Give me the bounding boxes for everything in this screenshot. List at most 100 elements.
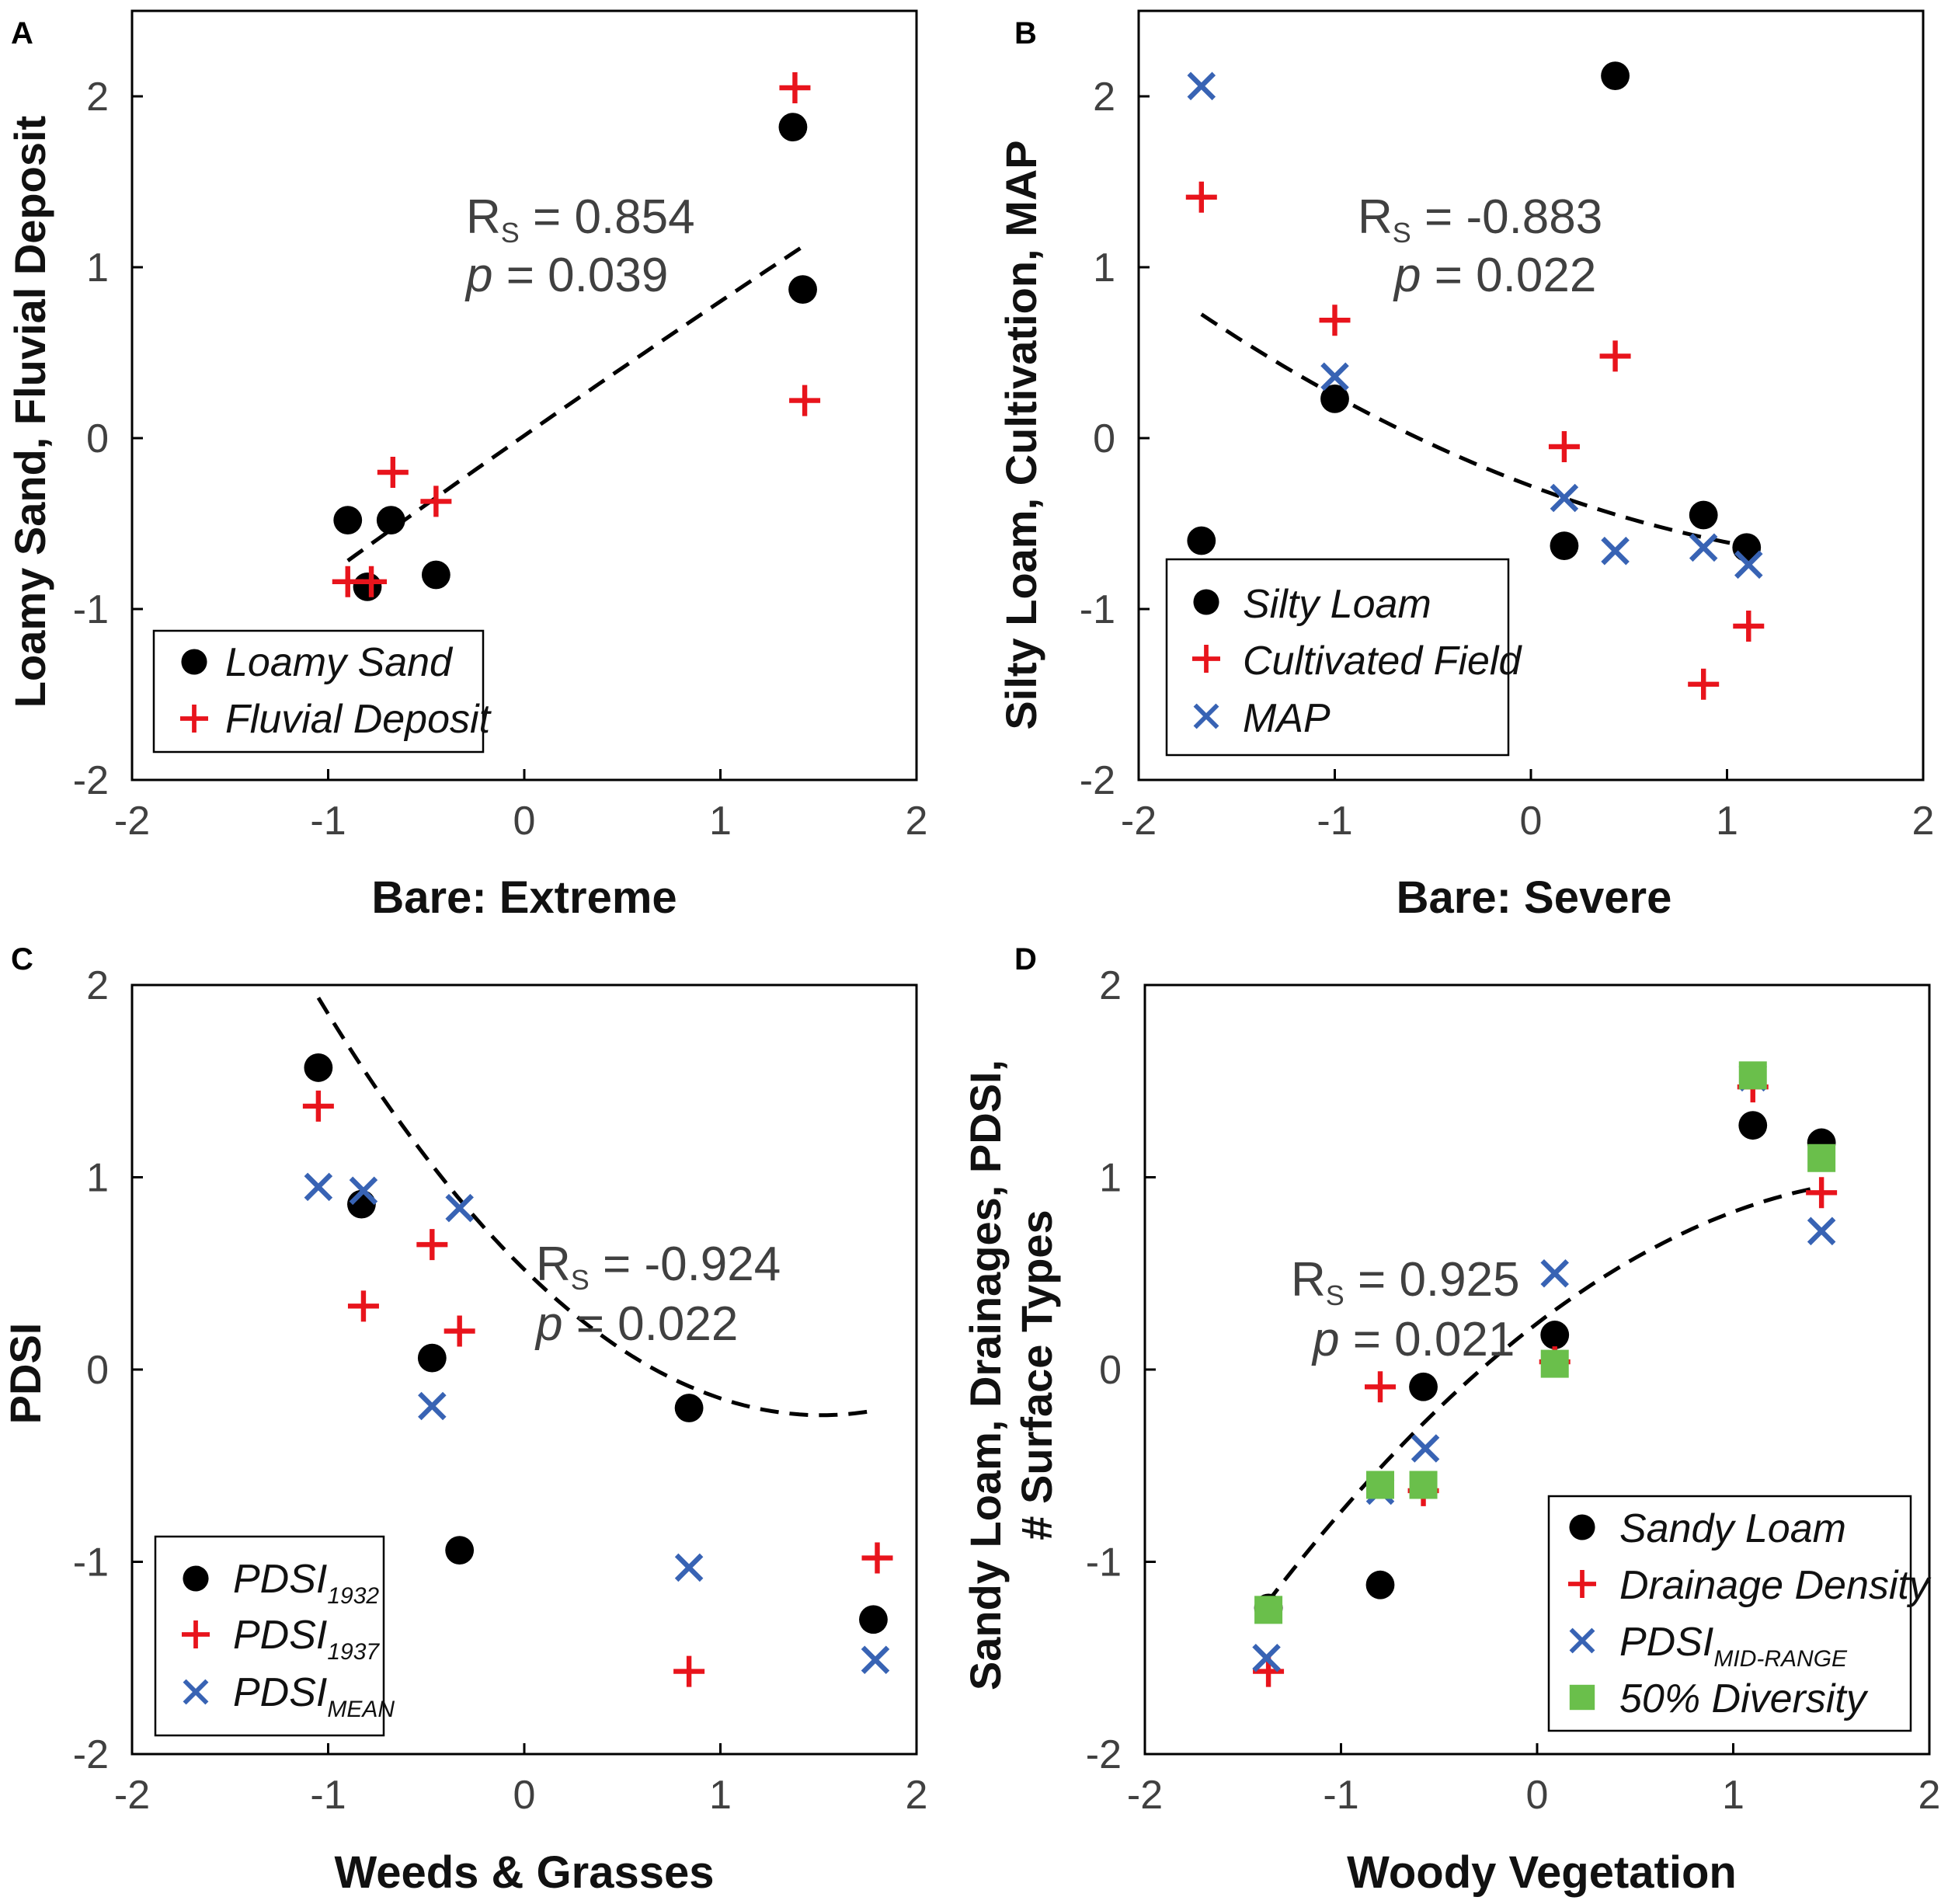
panel-d-points	[1252, 1061, 1838, 1687]
x-tick-label: -2	[1121, 799, 1157, 844]
point-pdsi-1937	[416, 1229, 448, 1261]
legend-label-fluvial-deposit: Fluvial Deposit	[225, 697, 492, 742]
point-drainage-density	[1806, 1177, 1838, 1209]
point-pdsi-1932	[445, 1536, 475, 1565]
point-fluvial-deposit	[789, 385, 821, 416]
panel-a-legend-box	[152, 629, 485, 754]
point-pdsi-1932	[417, 1343, 447, 1373]
panel-b-ticks: -2 -1 0 1 2 -2 -1 0 1 2	[1080, 75, 1935, 844]
panel-d: D -2 -1 0 1 2 -2 -1 0 1 2 RS = 0.925 p = 0.021 Sa…	[961, 942, 1940, 1898]
point-cultivated-field	[1548, 431, 1580, 462]
legend-label-pdsi-mean: PDSIMEAN	[233, 1670, 395, 1722]
legend-symbol-drainage-density	[1568, 1570, 1596, 1598]
panel-a-y-axis-label: Loamy Sand, Fluvial Deposit	[5, 116, 54, 708]
legend-name: PDSI	[233, 1613, 327, 1658]
panel-c-x-axis-label: Weeds & Grasses	[335, 1847, 715, 1898]
panel-d-legend: Sandy Loam Drainage Density PDSIMID-RANG…	[1568, 1506, 1932, 1721]
y-tick-label: 1	[1093, 245, 1115, 291]
rs-label: R	[536, 1237, 571, 1291]
legend-marker-loamy-sand	[181, 649, 207, 675]
rs-label: R	[1291, 1253, 1326, 1307]
legend-symbol-sandy-loam	[1569, 1514, 1595, 1540]
y-tick-label: 0	[1099, 1348, 1122, 1393]
legend-label-loamy-sand: Loamy Sand	[225, 640, 454, 685]
y-tick-label: 2	[1093, 75, 1115, 120]
rs-value: = 0.854	[520, 190, 695, 244]
rs-value: = 0.925	[1344, 1253, 1520, 1307]
x-tick-label: -2	[114, 1773, 150, 1818]
point-pdsi-1932	[859, 1605, 888, 1634]
point-silty-loam	[1550, 531, 1579, 560]
rs-label: R	[1358, 190, 1393, 244]
y-tick-label: -2	[73, 1732, 109, 1777]
point-cultivated-field	[1733, 611, 1765, 642]
panel-c: C -2 -1 0 1 2 -2 -1 0 1 2 RS = -0.924 p = 0.022 P…	[1, 942, 927, 1898]
panel-c-legend: PDSI1932 PDSI1937 PDSIMEAN	[182, 1557, 395, 1722]
rs-value: = -0.883	[1411, 190, 1602, 244]
y-tick-label: 0	[86, 1348, 109, 1393]
panel-c-ticks: -2 -1 0 1 2 -2 -1 0 1 2	[73, 963, 928, 1818]
legend-label-pdsi-1937: PDSI1937	[233, 1613, 380, 1665]
panel-d-trend-line	[1264, 1185, 1822, 1605]
panel-d-legend-box	[1547, 1495, 1912, 1732]
legend-subscript: 1932	[327, 1583, 379, 1609]
x-tick-label: 1	[1716, 799, 1738, 844]
x-tick-label: 2	[906, 799, 928, 844]
point-loamy-sand	[376, 506, 405, 534]
panel-c-trend-line	[316, 997, 874, 1418]
x-tick-label: -1	[1323, 1773, 1358, 1818]
y-tick-label: 1	[86, 1156, 109, 1201]
legend-symbol-pdsi-1937	[182, 1620, 210, 1648]
point-map	[1734, 550, 1763, 580]
point-cultivated-field	[1319, 305, 1351, 336]
legend-name: PDSI	[1619, 1620, 1713, 1665]
x-tick-label: 0	[513, 1773, 536, 1818]
panel-letter-d: D	[1014, 942, 1037, 976]
legend-symbol-loamy-sand	[181, 649, 207, 675]
panel-c-points	[302, 1053, 893, 1687]
point-pdsi-mean	[445, 1193, 474, 1223]
legend-marker-pdsi-mean	[183, 1679, 209, 1705]
point-cultivated-field	[1688, 668, 1720, 700]
legend-subscript: 1937	[327, 1639, 380, 1665]
panel-b-legend-box	[1165, 558, 1510, 757]
point-sandy-loam	[1409, 1372, 1438, 1401]
panel-a-legend: Loamy Sand Fluvial Deposit	[180, 640, 492, 742]
panel-b-y-axis-label: Silty Loam, Cultivation, MAP	[997, 140, 1045, 729]
y-tick-label: -1	[1086, 1540, 1122, 1586]
p-label: p	[464, 249, 492, 302]
legend-name: PDSI	[233, 1557, 327, 1602]
point-sandy-loam	[1738, 1111, 1768, 1140]
panel-b-rs-stat: RS = -0.883	[1358, 190, 1602, 249]
point-50-diversity	[1254, 1596, 1283, 1624]
panel-b: B -2 -1 0 1 2 -2 -1 0 1 2 RS = -0.883 p = 0.022 S…	[997, 9, 1935, 923]
legend-label-cultivated-field: Cultivated Field	[1243, 639, 1522, 684]
legend-symbol-pdsi-mid-range	[1569, 1627, 1595, 1654]
point-silty-loam	[1601, 61, 1630, 90]
rs-subscript: S	[571, 1264, 590, 1296]
point-pdsi-mid-range	[1807, 1217, 1836, 1246]
point-loamy-sand	[778, 113, 808, 142]
panel-b-trend-line	[1200, 312, 1751, 549]
legend-label-pdsi-1932: PDSI1932	[233, 1557, 379, 1609]
rs-label: R	[466, 190, 501, 244]
point-pdsi-1937	[347, 1290, 379, 1322]
point-map	[1689, 533, 1718, 562]
point-pdsi-1932	[304, 1053, 333, 1082]
x-tick-label: -1	[1317, 799, 1352, 844]
legend-marker-cultivated-field	[1192, 645, 1220, 673]
point-pdsi-mean	[304, 1172, 333, 1202]
rs-subscript: S	[501, 217, 520, 249]
point-pdsi-1937	[444, 1315, 475, 1347]
p-label: p	[1311, 1313, 1339, 1366]
y-tick-label: 1	[86, 245, 109, 291]
panel-b-x-axis-label: Bare: Severe	[1397, 872, 1672, 923]
y-tick-label: -1	[73, 587, 109, 632]
point-pdsi-1937	[302, 1090, 334, 1122]
legend-marker-fluvial-deposit	[180, 705, 208, 733]
point-pdsi-mean	[349, 1176, 378, 1206]
point-loamy-sand	[333, 506, 363, 534]
panel-c-rs-stat: RS = -0.924	[536, 1237, 781, 1296]
x-tick-label: -1	[310, 799, 346, 844]
